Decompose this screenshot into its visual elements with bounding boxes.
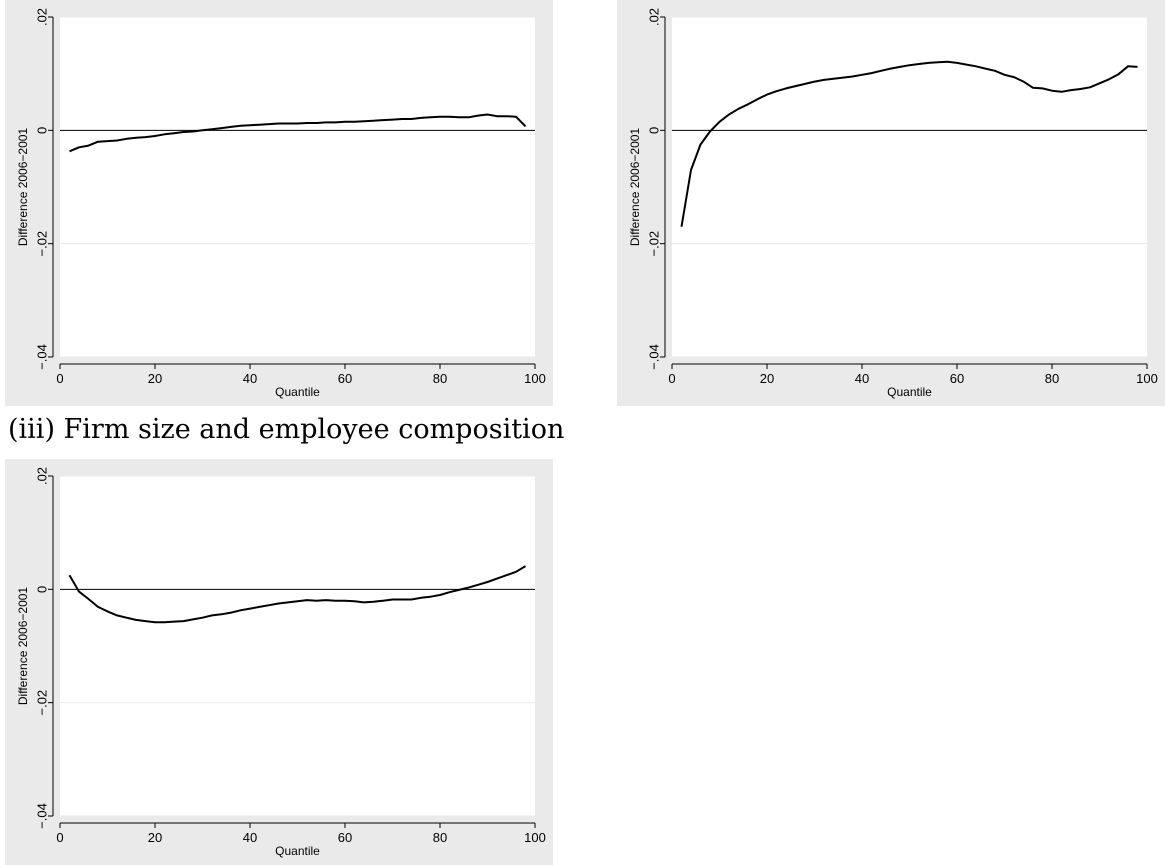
y-tick-label: .02 [34,467,49,485]
x-axis-title: Quantile [275,844,320,858]
y-tick-label: .02 [34,8,49,26]
line-chart-1: 0 20 40 60 80 100 .02 0 −.02 −.04 Quantile Differen… [5,0,553,406]
plot-area [672,17,1147,357]
y-tick-label: −.02 [646,231,661,257]
x-tick-label: 40 [855,371,869,386]
y-tick-label: −.04 [34,344,49,370]
y-tick-label: 0 [34,586,49,593]
y-axis-title: Difference 2006−2001 [628,128,642,247]
y-tick-label: 0 [34,127,49,134]
series-line [69,113,527,153]
x-tick-label: 60 [950,371,964,386]
y-axis-title: Difference 2006−2001 [16,128,30,247]
x-tick-label: 80 [433,371,447,386]
x-tick-label: 60 [338,830,352,845]
series-line [68,565,527,624]
x-tick-label: 40 [243,830,257,845]
line-chart-2: 0 20 40 60 80 100 .02 0 −.02 −.04 Quantile Differen… [617,0,1165,406]
x-tick-label: 20 [148,371,162,386]
x-tick-label: 60 [338,371,352,386]
y-tick-label: −.02 [34,231,49,257]
series-line [680,60,1138,227]
y-tick-label: −.02 [34,690,49,716]
x-axis-title: Quantile [887,385,932,399]
y-tick-label: −.04 [34,803,49,829]
y-tick-label: −.04 [646,344,661,370]
chart-panel-1: 0 20 40 60 80 100 .02 0 −.02 −.04 Quantile Differen… [5,0,553,406]
x-tick-label: 40 [243,371,257,386]
x-tick-label: 100 [524,371,546,386]
x-tick-label: 0 [56,830,63,845]
y-tick-label: 0 [646,127,661,134]
x-tick-label: 100 [1136,371,1158,386]
x-axis-title: Quantile [275,385,320,399]
y-tick-label: .02 [646,8,661,26]
x-tick-label: 80 [1045,371,1059,386]
x-tick-label: 0 [56,371,63,386]
chart-panel-3: 0 20 40 60 80 100 .02 0 −.02 −.04 Quantile Differen… [5,459,553,865]
x-tick-label: 20 [760,371,774,386]
chart-caption-3: (iii) Firm size and employee composition [8,414,565,445]
plot-area [60,476,535,816]
x-tick-label: 0 [668,371,675,386]
x-tick-label: 20 [148,830,162,845]
y-axis-title: Difference 2006−2001 [16,587,30,706]
plot-area [60,17,535,357]
chart-panel-2: 0 20 40 60 80 100 .02 0 −.02 −.04 Quantile Differen… [617,0,1165,406]
line-chart-3: 0 20 40 60 80 100 .02 0 −.02 −.04 Quantile Differen… [5,459,553,865]
x-tick-label: 100 [524,830,546,845]
x-tick-label: 80 [433,830,447,845]
